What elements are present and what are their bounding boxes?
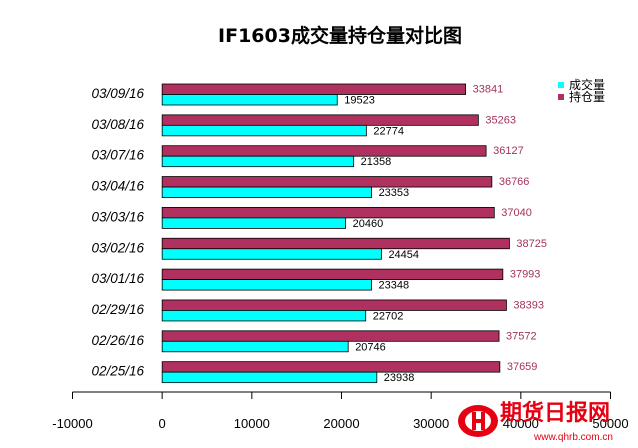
bar-open-interest bbox=[161, 268, 504, 281]
bar-volume bbox=[161, 186, 372, 198]
category-label: 02/29/16 bbox=[91, 302, 144, 317]
bar-volume bbox=[161, 279, 372, 291]
category-row: 03/08/16 35263 22774 bbox=[91, 114, 516, 137]
data-label-volume: 21358 bbox=[361, 156, 392, 168]
category-row: 03/03/16 37040 20460 bbox=[91, 207, 531, 230]
data-label-volume: 20460 bbox=[353, 218, 384, 230]
category-row: 03/04/16 36766 23353 bbox=[91, 176, 529, 199]
data-label-volume: 20746 bbox=[355, 341, 386, 353]
data-label-open-interest: 35263 bbox=[485, 114, 516, 126]
data-label-volume: 19523 bbox=[344, 95, 375, 107]
watermark-url: www.qhrb.com.cn bbox=[533, 432, 613, 443]
x-tick-label: 10000 bbox=[234, 416, 270, 431]
category-label: 03/02/16 bbox=[91, 240, 144, 255]
data-label-volume: 22774 bbox=[373, 125, 404, 137]
bar-open-interest bbox=[161, 361, 501, 373]
bar-volume bbox=[161, 310, 367, 322]
bar-open-interest bbox=[161, 145, 487, 157]
bar-volume bbox=[161, 124, 367, 137]
bar-volume bbox=[161, 248, 382, 260]
legend-swatch bbox=[558, 82, 564, 88]
watermark: 期货日报网 www.qhrb.com.cn bbox=[458, 400, 613, 443]
category-label: 03/08/16 bbox=[91, 117, 144, 132]
bar-volume bbox=[161, 94, 338, 106]
category-row: 02/26/16 37572 20746 bbox=[91, 330, 536, 353]
data-label-open-interest: 36766 bbox=[499, 176, 530, 188]
data-label-open-interest: 37993 bbox=[510, 269, 541, 281]
category-row: 03/09/16 33841 19523 bbox=[91, 84, 503, 107]
x-tick-label: 40000 bbox=[503, 416, 539, 431]
legend-label: 持仓量 bbox=[569, 89, 605, 104]
data-label-volume: 23348 bbox=[379, 280, 410, 292]
data-label-open-interest: 37572 bbox=[506, 330, 537, 342]
bar-volume bbox=[161, 217, 347, 229]
chart-title: IF1603成交量持仓量对比图 bbox=[218, 24, 462, 47]
x-tick-label: 50000 bbox=[592, 416, 628, 431]
category-label: 03/07/16 bbox=[91, 148, 144, 163]
bar-volume bbox=[161, 155, 355, 168]
x-tick-label: 20000 bbox=[323, 416, 359, 431]
category-row: 03/07/16 36127 21358 bbox=[91, 145, 523, 168]
bar-open-interest bbox=[161, 83, 467, 95]
data-label-open-interest: 36127 bbox=[493, 145, 524, 157]
category-label: 03/03/16 bbox=[91, 209, 144, 224]
x-axis: -10000 0 10000 20000 30000 40000 50000 bbox=[52, 391, 629, 431]
data-label-volume: 23353 bbox=[379, 187, 410, 199]
legend-swatch bbox=[558, 94, 564, 100]
watermark-text: 期货日报网 bbox=[500, 400, 610, 426]
watermark-logo bbox=[458, 405, 498, 437]
data-label-open-interest: 37659 bbox=[507, 361, 538, 373]
data-label-open-interest: 37040 bbox=[501, 207, 532, 219]
legend: 成交量持仓量 bbox=[558, 77, 605, 104]
bar-open-interest bbox=[161, 206, 495, 219]
bar-open-interest bbox=[161, 176, 493, 188]
data-label-volume: 24454 bbox=[388, 249, 419, 261]
data-label-volume: 22702 bbox=[373, 310, 404, 322]
category-label: 03/09/16 bbox=[91, 86, 144, 101]
bar-open-interest bbox=[161, 299, 507, 311]
category-row: 02/25/16 37659 23938 bbox=[91, 361, 537, 384]
category-row: 02/29/16 38393 22702 bbox=[91, 299, 544, 322]
data-label-open-interest: 33841 bbox=[473, 84, 504, 96]
bar-open-interest bbox=[161, 237, 510, 250]
legend-label: 成交量 bbox=[569, 77, 605, 92]
category-label: 02/25/16 bbox=[91, 364, 144, 379]
category-row: 03/02/16 38725 24454 bbox=[91, 238, 547, 261]
x-tick-label: 30000 bbox=[413, 416, 449, 431]
data-label-volume: 23938 bbox=[384, 372, 415, 384]
bar-volume bbox=[161, 340, 349, 353]
category-row: 03/01/16 37993 23348 bbox=[91, 269, 540, 292]
data-label-open-interest: 38725 bbox=[516, 238, 547, 250]
x-tick-label: 0 bbox=[159, 416, 166, 431]
bar-open-interest bbox=[161, 114, 479, 126]
category-label: 02/26/16 bbox=[91, 333, 144, 348]
bar-volume bbox=[161, 371, 378, 384]
x-tick-label: -10000 bbox=[52, 416, 92, 431]
data-label-open-interest: 38393 bbox=[513, 299, 544, 311]
bar-open-interest bbox=[161, 330, 500, 342]
category-label: 03/04/16 bbox=[91, 179, 144, 194]
category-label: 03/01/16 bbox=[91, 271, 144, 286]
